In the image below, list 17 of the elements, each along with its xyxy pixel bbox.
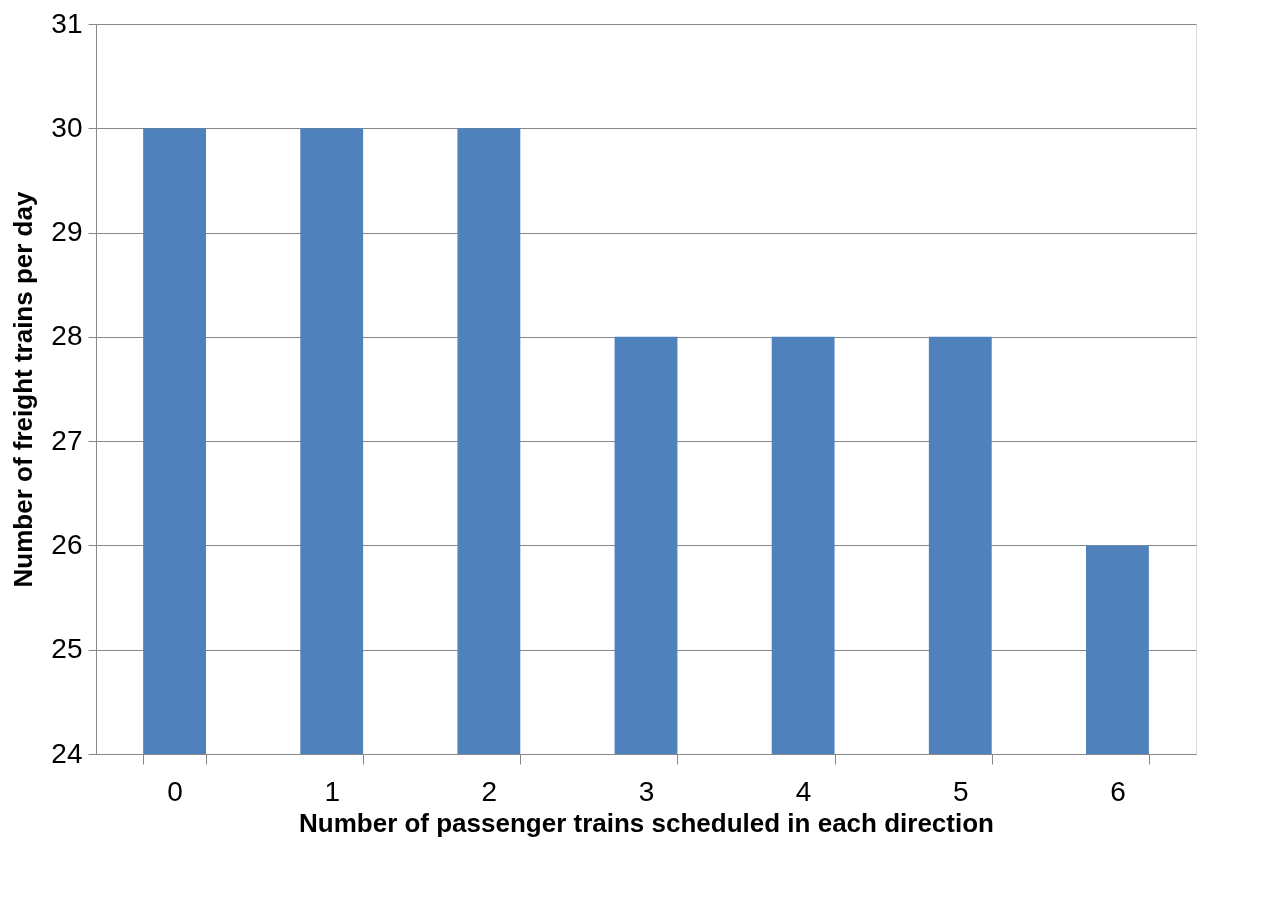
x-axis-title: Number of passenger trains scheduled in each direction (299, 807, 994, 838)
y-axis-title: Number of freight trains per day (8, 191, 39, 588)
x-tick-label: 6 (1110, 775, 1126, 807)
y-tick-label: 30 (51, 111, 83, 143)
y-tick-label: 26 (51, 528, 83, 560)
x-tick-label: 5 (953, 775, 969, 807)
y-tick-label: 28 (51, 320, 83, 352)
y-tick-label: 25 (51, 633, 83, 665)
y-tick-label: 29 (51, 216, 83, 248)
x-tick-label: 1 (324, 775, 340, 807)
y-tick-label: 24 (51, 737, 83, 769)
x-tick-label: 3 (638, 775, 655, 807)
x-tick-label: 2 (481, 775, 498, 807)
y-tick-label: 31 (51, 7, 83, 39)
x-tick-label: 0 (167, 775, 183, 807)
x-tick-label: 4 (795, 775, 812, 807)
y-tick-label: 27 (51, 424, 83, 456)
